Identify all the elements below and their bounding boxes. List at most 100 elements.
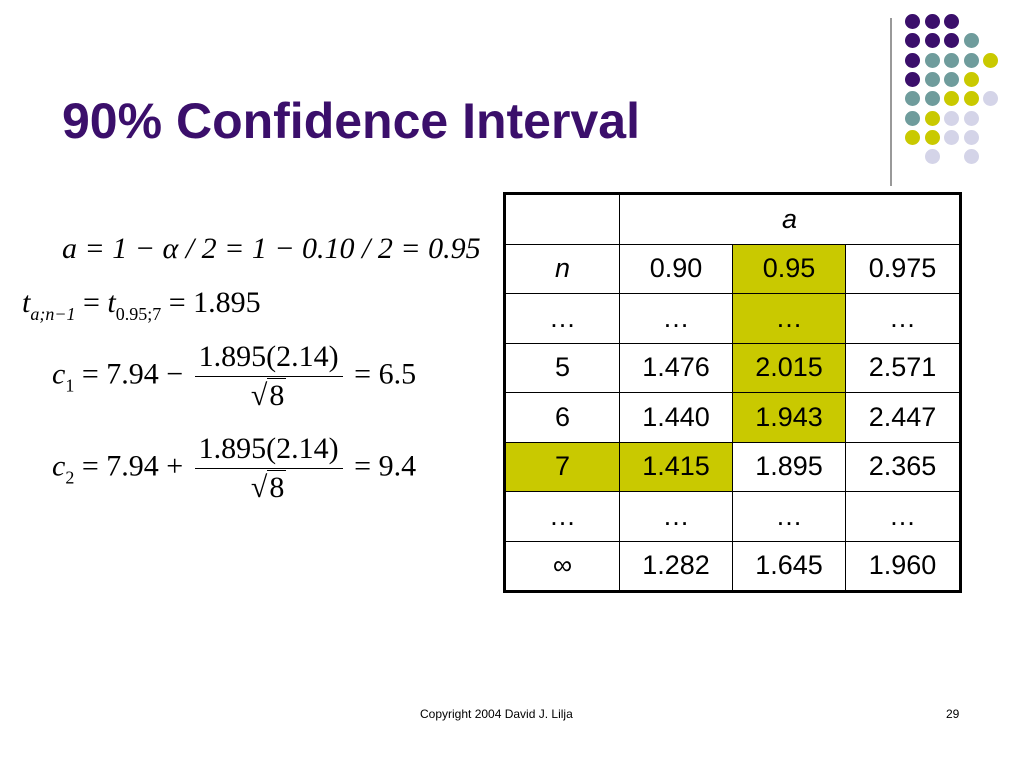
c2-fraction: 1.895(2.14) √8 [194,432,343,505]
decorative-dot [905,129,920,145]
table-header-cell: 0.95 [732,243,846,294]
table-cell: 1.645 [732,540,846,592]
footer-copyright: Copyright 2004 David J. Lilja [420,707,573,721]
table-cell: 2.447 [845,392,961,443]
c2-radicand: 8 [267,470,287,504]
decorative-dot [924,71,940,87]
c2-numerator: 1.895(2.14) [194,432,343,469]
slide-title: 90% Confidence Interval [62,93,640,149]
table-row: 6 1.440 1.943 2.447 [504,392,961,443]
decorative-dot [905,33,920,49]
decorative-dot [905,110,920,126]
decorative-dot [905,14,920,29]
table-cell: ∞ [504,540,620,592]
decorative-dot [905,52,920,68]
decorative-dot [924,110,940,126]
table-row: … … … … [504,491,961,542]
page-number: 29 [946,707,960,721]
table-cell: 1.415 [619,441,733,492]
table-cell: … [619,293,733,344]
decorative-dot [963,129,979,145]
table-cell: 1.282 [619,540,733,592]
table-cell: … [845,293,961,344]
equation-t: ta;n−1 = t0.95;7 = 1.895 [22,286,261,325]
c1-numerator: 1.895(2.14) [194,340,343,377]
table-cell: … [732,491,846,542]
table-header-row: n 0.90 0.95 0.975 [504,243,961,294]
c1-mean-term: = 7.94 − [81,357,184,391]
decorative-dot [924,129,940,145]
sqrt-icon: √8 [250,470,287,504]
decorative-dot [963,91,979,107]
decorative-divider-line [890,18,892,186]
table-header-row-a: a [504,193,961,245]
table-row-highlighted: 7 1.415 1.895 2.365 [504,441,961,492]
table-cell: 6 [504,392,620,443]
c2-symbol: c [52,449,66,483]
decorative-dot [944,52,959,68]
decorative-dot [944,91,959,107]
decorative-dot [924,52,940,68]
table-cell: … [732,293,846,344]
c1-radicand: 8 [267,378,287,412]
table-cell: 1.943 [732,392,846,443]
table-header-cell: 0.90 [619,243,733,294]
table-cell: 1.960 [845,540,961,592]
decorative-dot [905,71,920,87]
t-rhs-subscript: 0.95;7 [115,304,162,324]
c1-subscript: 1 [65,375,75,396]
decorative-dot [963,71,979,87]
table-row: 5 1.476 2.015 2.571 [504,342,961,393]
t-symbol-rhs: t [107,286,116,319]
table-row: ∞ 1.282 1.645 1.960 [504,540,961,592]
t-symbol: t [22,286,31,319]
decorative-dot [944,14,959,29]
table-cell: … [619,491,733,542]
decorative-dot [963,149,979,165]
c1-symbol: c [52,357,66,391]
decorative-dot [924,14,940,29]
equation-c1: c1 = 7.94 − 1.895(2.14) √8 = 6.5 [52,340,416,413]
t-distribution-table: a n 0.90 0.95 0.975 … … … … 5 1.476 2.01… [503,192,962,593]
decorative-dot [944,110,959,126]
decorative-dot [924,91,940,107]
table-cell: 2.571 [845,342,961,393]
c2-denominator: √8 [195,469,343,505]
sqrt-icon: √8 [250,378,287,412]
decorative-dot [963,110,979,126]
equation-a: a = 1 − α / 2 = 1 − 0.10 / 2 = 0.95 [62,232,481,266]
table-cell: … [504,293,620,344]
table-cell: … [504,491,620,542]
c2-mean-term: = 7.94 + [81,449,184,483]
c1-fraction: 1.895(2.14) √8 [194,340,343,413]
t-value: = 1.895 [168,286,261,319]
decorative-dot [983,91,998,107]
c2-value: = 9.4 [354,449,417,483]
decorative-dot [963,52,979,68]
table-header-n: n [504,243,620,294]
decorative-dot [983,52,998,68]
decorative-dot [944,129,959,145]
table-cell: 1.476 [619,342,733,393]
table-cell: 1.895 [732,441,846,492]
c1-denominator: √8 [195,377,343,413]
t-subscript: a;n−1 [30,304,76,324]
equation-c2: c2 = 7.94 + 1.895(2.14) √8 = 9.4 [52,432,416,505]
decorative-dot-grid [905,14,1020,174]
table-cell: 5 [504,342,620,393]
decorative-dot [944,33,959,49]
decorative-dot [924,149,940,165]
table-row: … … … … [504,293,961,344]
decorative-dot [924,33,940,49]
c1-value: = 6.5 [354,357,417,391]
table-cell: 1.440 [619,392,733,443]
table-cell: 7 [504,441,620,492]
c2-subscript: 2 [65,467,75,488]
table-cell: … [845,491,961,542]
table-cell: 2.365 [845,441,961,492]
decorative-dot [905,91,920,107]
table-cell: 2.015 [732,342,846,393]
table-header-a: a [619,193,961,245]
equals-sign: = [82,286,108,319]
table-corner-cell [504,193,620,245]
